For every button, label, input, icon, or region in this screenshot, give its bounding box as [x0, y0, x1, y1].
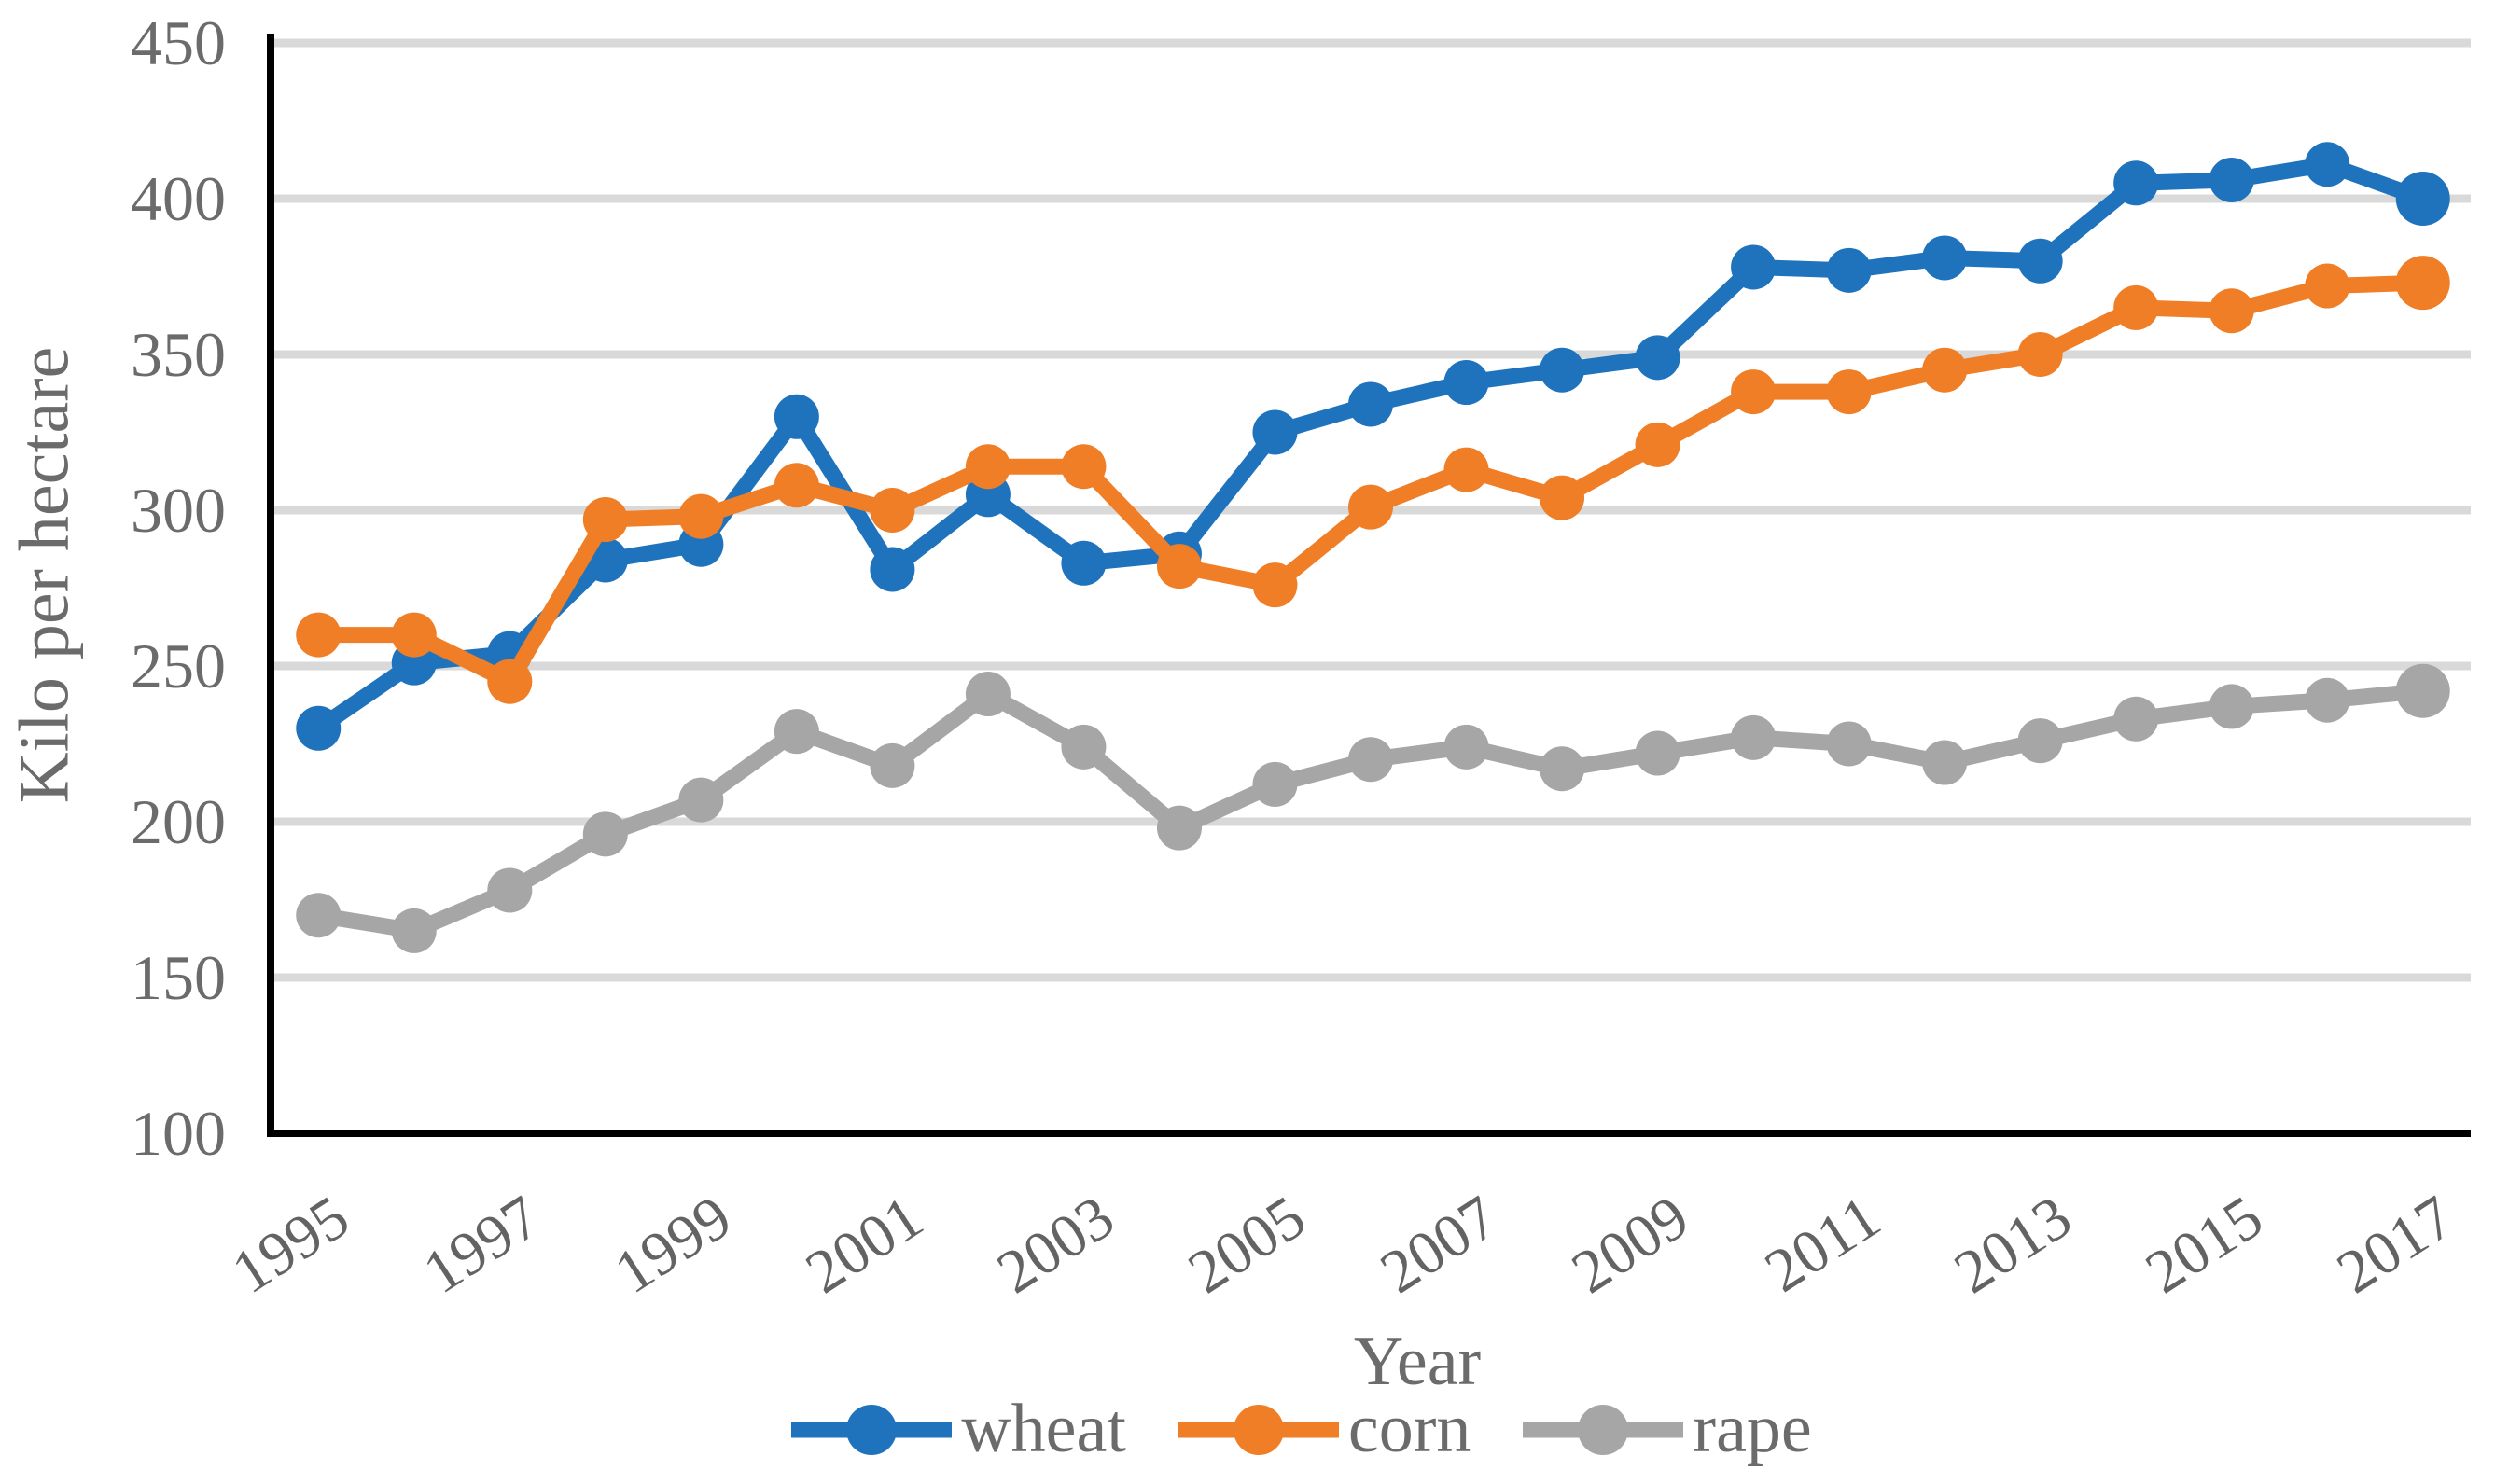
data-point-corn-2004: [1156, 544, 1202, 589]
y-tick-label-200: 200: [131, 786, 226, 857]
data-point-rape-2010: [1731, 714, 1777, 760]
data-point-corn-2002: [965, 444, 1011, 490]
data-point-wheat-2006: [1348, 381, 1393, 427]
y-tick-label-100: 100: [131, 1098, 226, 1169]
data-point-rape-2008: [1540, 746, 1585, 792]
data-point-wheat-2005: [1252, 409, 1298, 455]
data-point-corn-2000: [774, 463, 819, 508]
data-point-rape-2012: [1922, 740, 1968, 785]
legend-label-corn: corn: [1347, 1391, 1471, 1467]
data-point-wheat-2008: [1540, 347, 1585, 393]
series-line-corn: [310, 274, 2432, 690]
data-point-wheat-2007: [1443, 360, 1489, 406]
y-tick-label-350: 350: [131, 319, 226, 390]
data-point-wheat-2011: [1826, 247, 1872, 293]
y-tick-label-250: 250: [131, 631, 226, 701]
legend-marker-rape: [1523, 1404, 1684, 1455]
data-point-rape-2003: [1061, 724, 1107, 770]
data-point-rape-2016: [2305, 677, 2350, 723]
data-point-rape-2000: [774, 709, 819, 755]
data-point-wheat-2017: [2395, 172, 2450, 226]
data-point-rape-2006: [1348, 737, 1393, 783]
data-point-rape-2002: [965, 672, 1011, 717]
data-point-corn-2009: [1635, 422, 1680, 467]
legend-circle-wheat: [846, 1404, 898, 1455]
y-tick-label-450: 450: [131, 7, 226, 78]
data-point-corn-2008: [1540, 475, 1585, 520]
data-point-wheat-2014: [2113, 160, 2159, 206]
data-point-wheat-2003: [1061, 540, 1107, 586]
data-point-corn-2016: [2305, 263, 2350, 309]
legend-marker-corn: [1178, 1404, 1339, 1455]
data-point-wheat-2015: [2209, 157, 2254, 202]
data-point-wheat-2009: [1635, 335, 1680, 381]
y-tick-label-400: 400: [131, 163, 226, 234]
y-tick-label-150: 150: [131, 942, 226, 1013]
data-point-rape-1998: [582, 811, 628, 857]
series-line-wheat: [310, 156, 2432, 737]
data-point-corn-2010: [1731, 369, 1777, 415]
data-point-corn-2007: [1443, 447, 1489, 492]
data-point-corn-1998: [582, 497, 628, 543]
data-point-rape-2015: [2209, 684, 2254, 729]
legend-item-corn: corn: [1177, 1390, 1471, 1469]
legend-label-rape: rape: [1693, 1391, 1812, 1467]
data-point-rape-1996: [391, 908, 437, 953]
data-point-rape-2009: [1635, 730, 1680, 776]
data-point-rape-2004: [1156, 805, 1202, 851]
data-point-rape-1997: [487, 867, 533, 913]
data-point-rape-2011: [1826, 721, 1872, 767]
data-point-rape-2014: [2113, 696, 2159, 742]
data-point-corn-1996: [391, 612, 437, 658]
legend-circle-rape: [1578, 1404, 1629, 1455]
data-point-rape-1995: [296, 893, 342, 938]
data-point-rape-2001: [870, 742, 915, 788]
data-point-rape-1999: [678, 777, 724, 823]
data-point-rape-2013: [2017, 718, 2063, 764]
legend-item-rape: rape: [1521, 1390, 1812, 1469]
data-point-wheat-2016: [2305, 142, 2350, 187]
data-point-corn-2015: [2209, 288, 2254, 334]
data-point-corn-2013: [2017, 332, 2063, 377]
y-tick-label-300: 300: [131, 475, 226, 546]
legend: wheat corn rape: [0, 1390, 2509, 1469]
data-point-wheat-2013: [2017, 238, 2063, 284]
data-point-corn-2006: [1348, 484, 1393, 530]
data-point-corn-1995: [296, 612, 342, 658]
data-point-wheat-1995: [296, 705, 342, 751]
data-point-wheat-2000: [774, 394, 819, 439]
x-axis-title: Year: [1353, 1324, 1482, 1400]
data-point-corn-1997: [487, 659, 533, 704]
data-point-rape-2017: [2395, 663, 2450, 718]
legend-circle-corn: [1233, 1404, 1284, 1455]
data-point-wheat-2001: [870, 547, 915, 592]
data-point-wheat-2012: [1922, 235, 1968, 281]
data-point-rape-2005: [1252, 761, 1298, 807]
data-point-wheat-2010: [1731, 244, 1777, 290]
data-point-corn-2017: [2395, 256, 2450, 311]
data-point-corn-2011: [1826, 369, 1872, 415]
data-point-corn-1999: [678, 493, 724, 539]
data-point-corn-2012: [1922, 347, 1968, 393]
legend-marker-wheat: [791, 1404, 953, 1455]
data-point-corn-2003: [1061, 444, 1107, 490]
legend-label-wheat: wheat: [961, 1391, 1126, 1467]
series-line-rape: [310, 683, 2432, 939]
legend-item-wheat: wheat: [789, 1390, 1126, 1469]
data-point-corn-2005: [1252, 562, 1298, 608]
data-point-rape-2007: [1443, 724, 1489, 770]
data-point-corn-2001: [870, 488, 915, 533]
data-point-corn-2014: [2113, 284, 2159, 330]
